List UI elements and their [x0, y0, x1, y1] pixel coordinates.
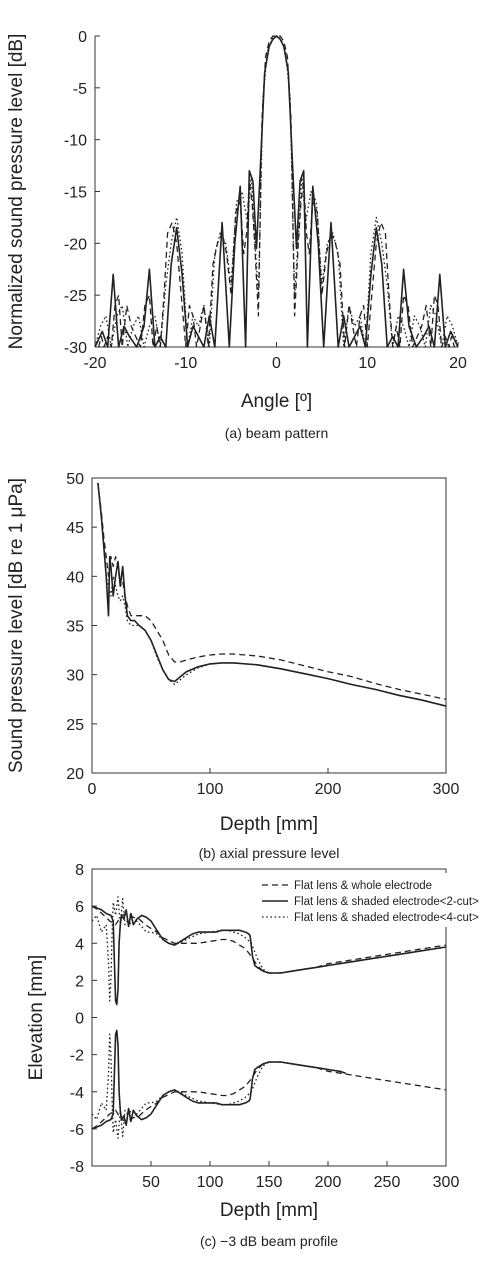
y-axis-label: Normalized sound pressure level [dB]	[6, 34, 27, 350]
legend-entry: Flat lens & shaded electrode<4-cut>	[294, 912, 479, 924]
legend-entry: Flat lens & whole electrode	[294, 880, 432, 892]
y-tick-label: 6	[75, 899, 84, 916]
y-tick-label: -30	[64, 340, 87, 357]
y-tick-label: 0	[78, 29, 87, 46]
y-tick-label: -4	[70, 1085, 84, 1102]
y-tick-label: -20	[64, 236, 87, 253]
y-tick-label: 8	[75, 862, 84, 879]
x-tick-label: 200	[315, 1174, 342, 1191]
x-tick-label: -10	[174, 355, 197, 372]
y-tick-label: -2	[70, 1048, 84, 1065]
series-line-dotted	[97, 482, 446, 707]
y-tick-label: 50	[66, 471, 84, 488]
y-tick-label: 2	[75, 973, 84, 990]
series-line-dotted	[95, 35, 458, 348]
series-group	[97, 482, 446, 707]
x-axis-label: Angle [º]	[241, 391, 312, 412]
plot-frame	[91, 477, 447, 774]
y-tick-label: -5	[73, 81, 87, 98]
y-tick-label: -15	[64, 185, 87, 202]
x-axis-label: Depth [mm]	[220, 814, 318, 835]
chart-caption: (a) beam pattern	[225, 425, 329, 441]
y-tick-label: -8	[70, 1159, 84, 1176]
legend-box	[256, 873, 448, 927]
chart-caption: (b) axial pressure level	[199, 845, 340, 861]
series-group	[95, 35, 458, 348]
x-tick-label: 200	[315, 781, 342, 798]
series-group	[92, 896, 446, 1139]
x-tick-label: 50	[142, 1174, 160, 1191]
y-tick-label: 0	[75, 1011, 84, 1028]
x-tick-label: 150	[256, 1174, 283, 1191]
y-axis-label: Sound pressure level [dB re 1 μPa]	[6, 478, 27, 773]
x-tick-label: 0	[88, 781, 97, 798]
y-tick-label: 30	[66, 668, 84, 685]
x-tick-label: 300	[433, 1174, 460, 1191]
y-tick-label: 35	[66, 619, 84, 636]
series-line-solid	[92, 905, 446, 1006]
x-tick-label: 300	[433, 781, 460, 798]
y-tick-label: -10	[64, 133, 87, 150]
series-line-dashed	[97, 482, 446, 700]
y-tick-label: 4	[75, 936, 84, 953]
chart-caption: (c) −3 dB beam profile	[200, 1233, 338, 1249]
x-axis-label: Depth [mm]	[220, 1200, 318, 1221]
y-axis-label: Elevation [mm]	[26, 955, 47, 1081]
x-tick-label: 10	[358, 355, 376, 372]
y-tick-label: 45	[66, 520, 84, 537]
x-tick-label: 100	[197, 1174, 224, 1191]
y-tick-label: -6	[70, 1122, 84, 1139]
x-tick-label: 250	[374, 1174, 401, 1191]
y-tick-label: 20	[66, 766, 84, 783]
series-line-dotted	[92, 896, 329, 1002]
series-line-solid	[92, 1029, 346, 1130]
x-tick-label: 20	[449, 355, 467, 372]
series-line-dotted	[92, 1033, 329, 1139]
x-tick-label: -20	[83, 355, 106, 372]
legend-entry: Flat lens & shaded electrode<2-cut>	[294, 896, 479, 908]
x-tick-label: 0	[272, 355, 281, 372]
series-line-solid	[97, 482, 446, 707]
x-tick-label: 100	[197, 781, 224, 798]
y-tick-label: 40	[66, 569, 84, 586]
chart-1: -20 -10 0 10 20 0 -5 -10 -15 -20 -25 -30 Angle [º] No…	[6, 29, 467, 441]
y-tick-label: -25	[64, 288, 87, 305]
chart-2: 0 100 200 300 20 25 30 35 40 45 50 Depth [mm] Sound …	[6, 471, 459, 861]
y-tick-label: 25	[66, 717, 84, 734]
chart-3: 50 100 150 200 250 300 8 6 4 2 0 -2 -4 -6 -8 Depth [mm]…	[26, 862, 479, 1249]
